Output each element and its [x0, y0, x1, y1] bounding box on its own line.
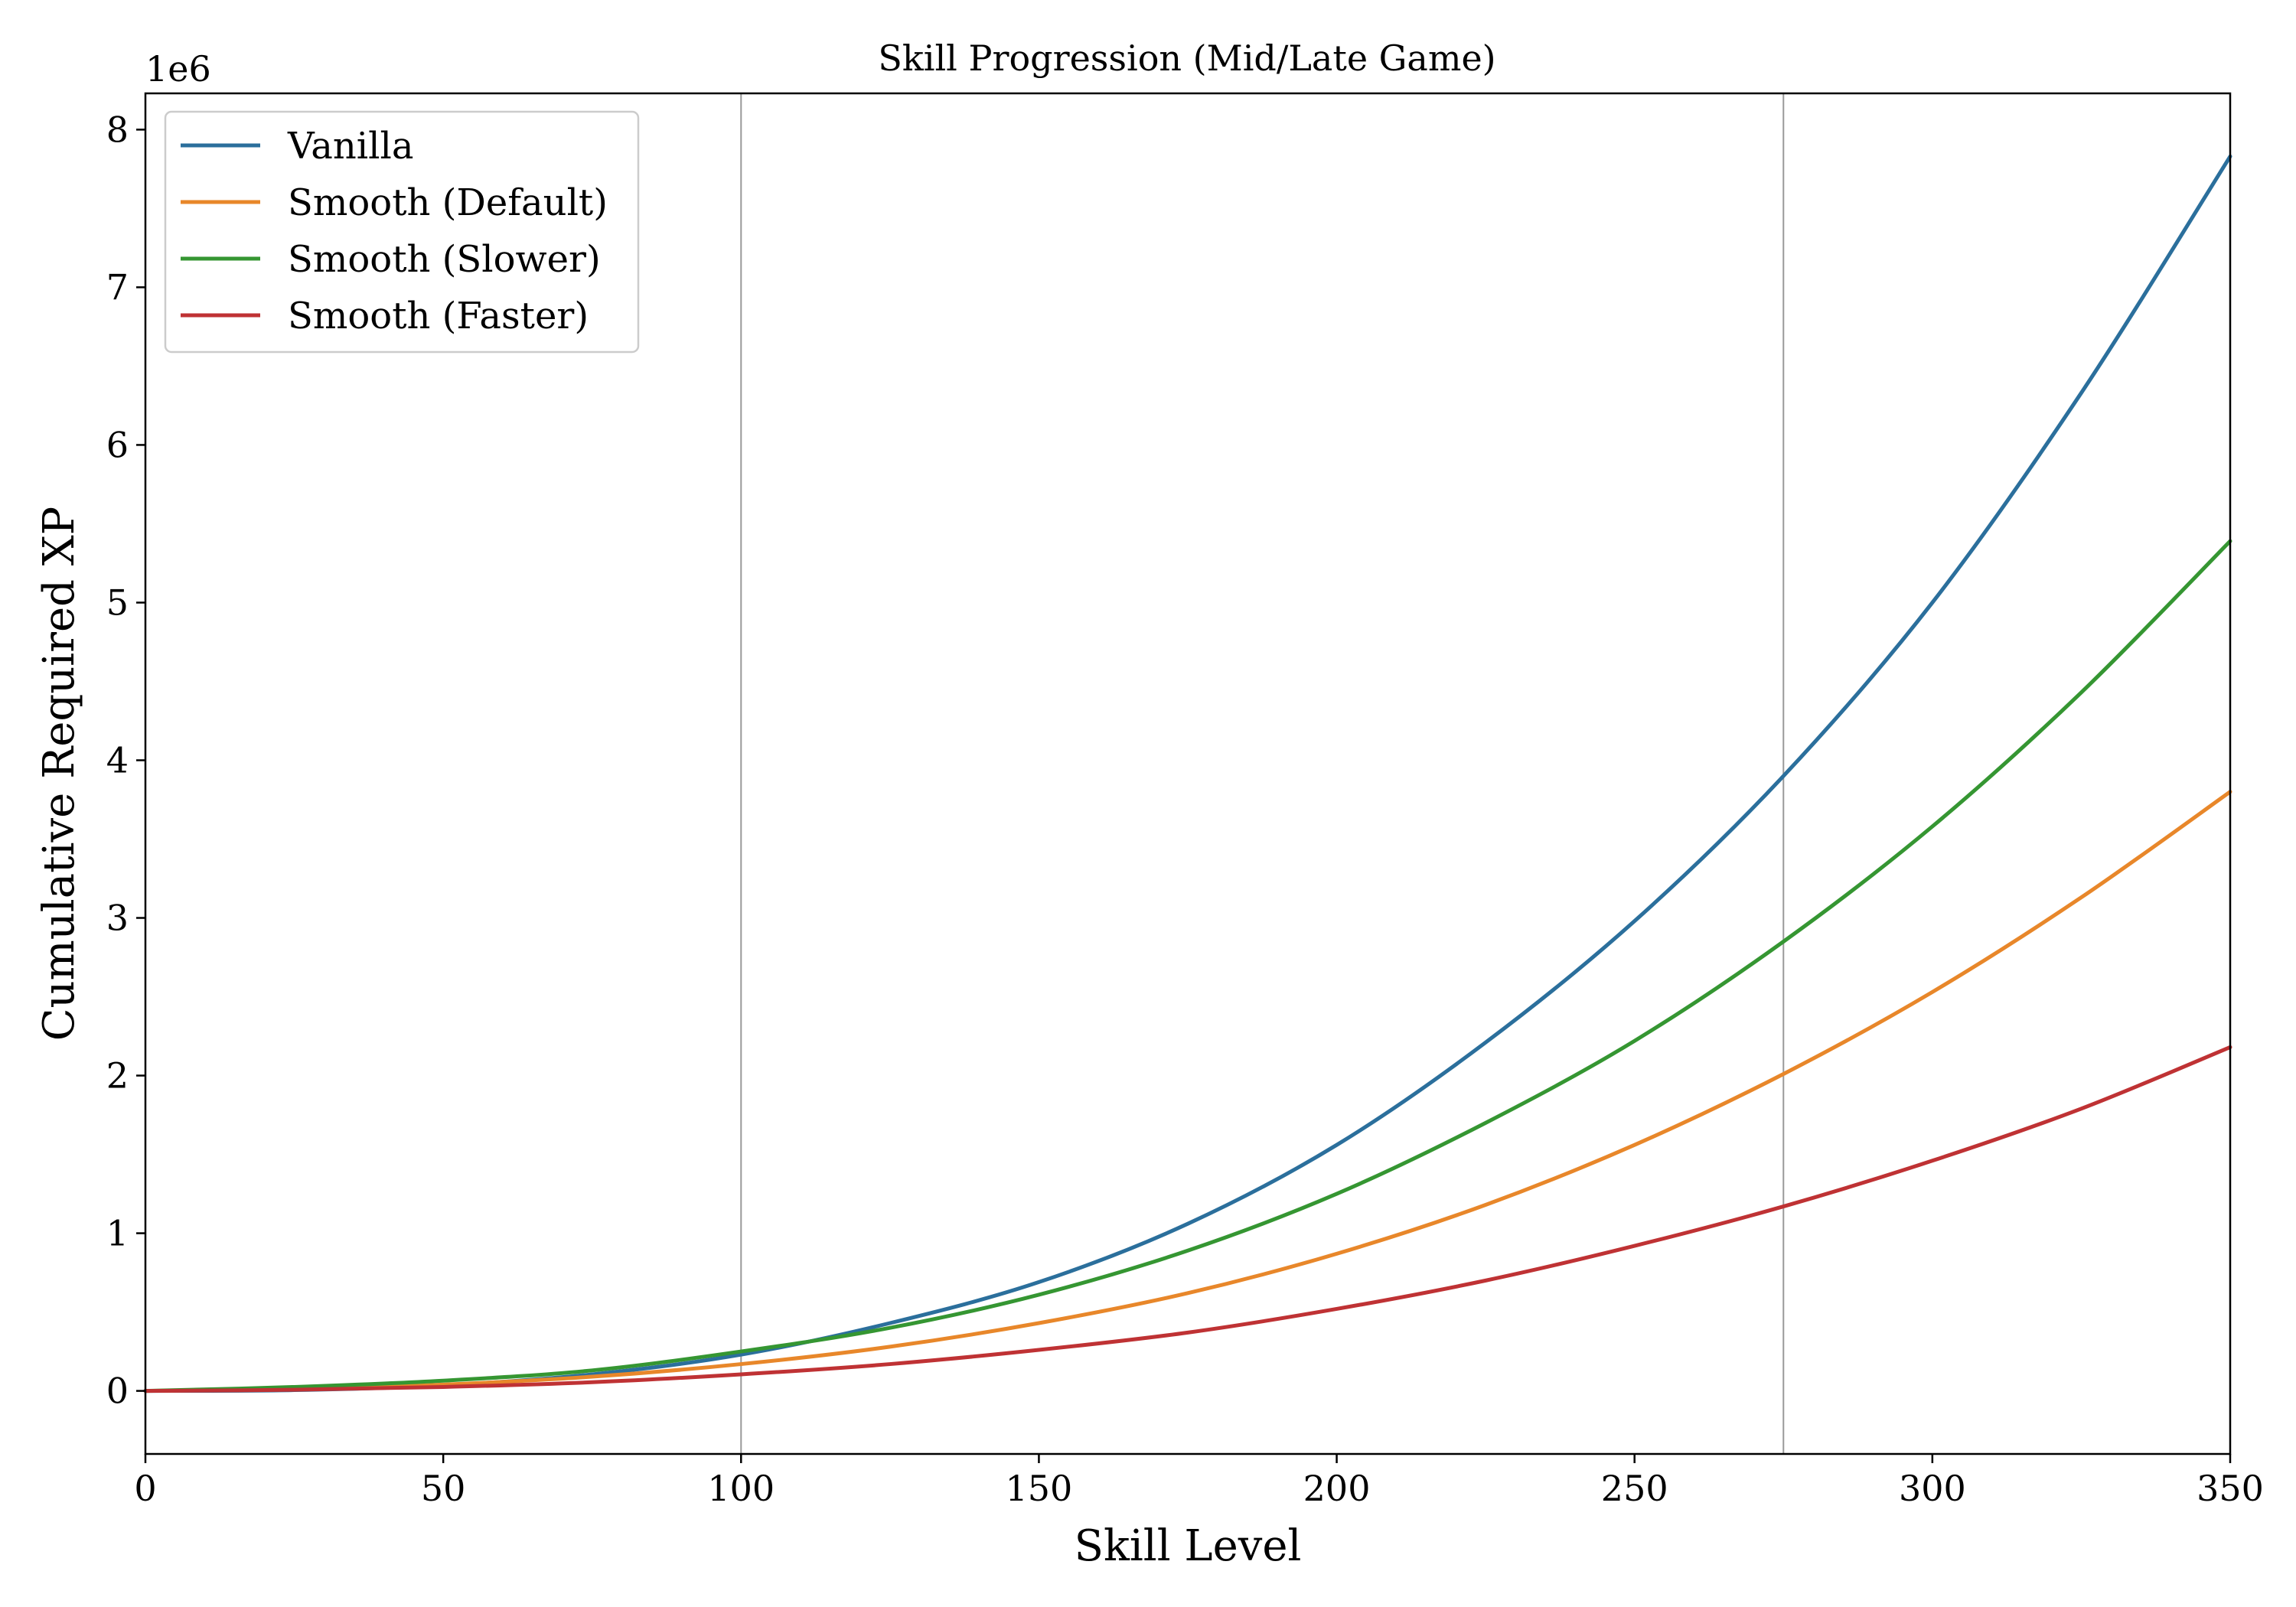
- y-tick-label-4: 4: [106, 739, 129, 781]
- series-lines: [143, 154, 2232, 1393]
- x-axis-label: Skill Level: [1075, 1521, 1302, 1571]
- y-tick-label-7: 7: [106, 266, 129, 308]
- x-tick-label-3: 150: [1006, 1468, 1073, 1509]
- legend-box: [164, 110, 640, 354]
- legend: Vanilla Smooth (Default) Smooth (Slower) Sm…: [164, 110, 640, 354]
- x-tick-label-4: 200: [1303, 1468, 1371, 1509]
- plot-area-frame: [144, 92, 2232, 1455]
- legend-items: Vanilla Smooth (Default) Smooth (Slower) Sm…: [181, 125, 608, 337]
- chart-title: Skill Progression (Mid/Late Game): [878, 37, 1495, 79]
- y-tick-label-5: 5: [106, 582, 129, 623]
- series-line-1: [143, 790, 2232, 1393]
- x-tick-label-2: 100: [707, 1468, 775, 1509]
- y-tick-label-2: 2: [106, 1055, 129, 1097]
- legend-label-3: Smooth (Faster): [288, 295, 589, 337]
- x-tick-label-1: 50: [421, 1468, 466, 1509]
- y-axis-ticks: 0 1 2 3 4 5 6 7 8: [106, 109, 145, 1412]
- series-line-3: [143, 1045, 2232, 1393]
- series-line-2: [143, 539, 2232, 1393]
- x-tick-label-6: 300: [1899, 1468, 1966, 1509]
- legend-label-0: Vanilla: [287, 125, 413, 168]
- y-tick-label-0: 0: [106, 1371, 129, 1412]
- y-tick-label-1: 1: [106, 1213, 129, 1254]
- x-tick-label-5: 250: [1601, 1468, 1668, 1509]
- legend-label-2: Smooth (Slower): [288, 238, 601, 281]
- x-tick-label-7: 350: [2197, 1468, 2264, 1509]
- y-tick-label-6: 6: [106, 424, 129, 465]
- y-axis-offset-label: 1e6: [145, 48, 211, 90]
- x-axis-ticks: 0 50 100 150 200 250 300 350: [134, 1454, 2264, 1509]
- legend-label-1: Smooth (Default): [288, 181, 608, 224]
- x-tick-label-0: 0: [134, 1468, 156, 1509]
- y-tick-label-3: 3: [106, 898, 129, 939]
- y-axis-label: Cumulative Required XP: [34, 507, 84, 1041]
- y-tick-label-8: 8: [106, 109, 129, 150]
